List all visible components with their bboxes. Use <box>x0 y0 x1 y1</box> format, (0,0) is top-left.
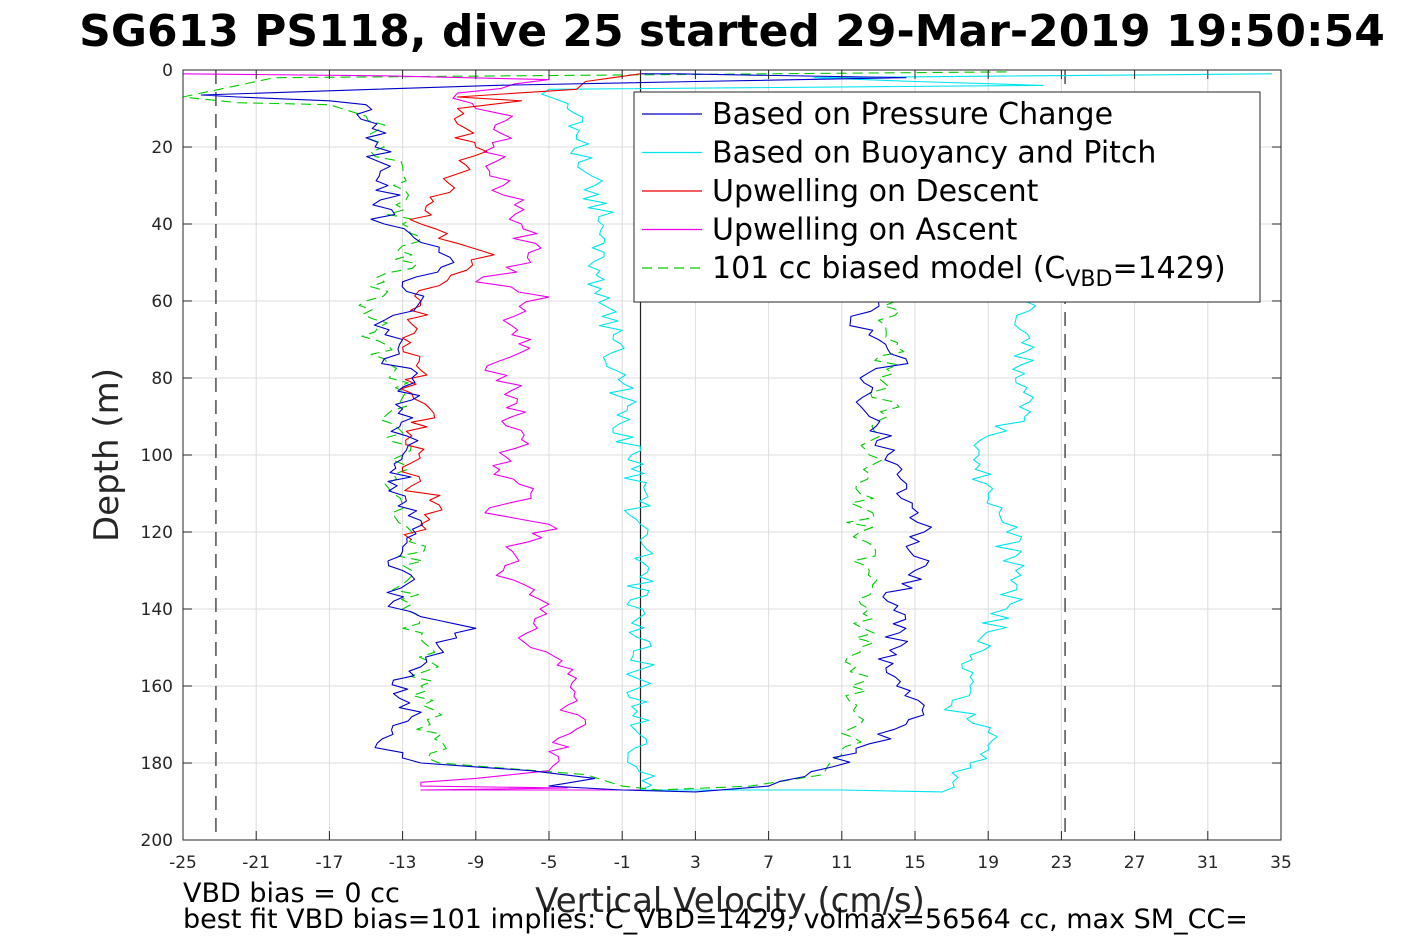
y-tick-label: 140 <box>141 600 173 620</box>
x-tick-label: -21 <box>242 853 270 873</box>
y-tick-label: 180 <box>141 754 173 774</box>
series-line-4 <box>182 73 641 791</box>
x-tick-label: -1 <box>614 853 631 873</box>
legend: Based on Pressure Change Based on Buoyanc… <box>633 91 1261 303</box>
series-line-3 <box>400 73 641 541</box>
y-tick-label: 20 <box>151 138 173 158</box>
x-tick-label: 19 <box>977 853 999 873</box>
series-line-1 <box>200 73 933 793</box>
series-line-2 <box>541 73 1272 793</box>
x-tick-label: -5 <box>541 853 558 873</box>
y-tick-label: 160 <box>141 677 173 697</box>
y-tick-label: 40 <box>151 215 173 235</box>
footnote-vbd-bias: VBD bias = 0 cc <box>183 878 400 909</box>
x-tick-label: 31 <box>1197 853 1219 873</box>
x-tick-label: 23 <box>1051 853 1073 873</box>
y-axis-ticks: 0 20 40 60 80 100 120 140 160 180 200 <box>141 61 1281 851</box>
x-tick-label: -13 <box>389 853 417 873</box>
y-axis-label: Depth (m) <box>87 368 127 542</box>
legend-label: Upwelling on Ascent <box>712 213 1018 248</box>
legend-entries: Based on Pressure Change Based on Buoyanc… <box>642 97 1226 292</box>
x-tick-label: 27 <box>1124 853 1146 873</box>
y-tick-label: 100 <box>141 446 173 466</box>
chart-title: SG613 PS118, dive 25 started 29-Mar-2019… <box>79 6 1385 57</box>
x-tick-label: -9 <box>467 853 484 873</box>
legend-label: Upwelling on Descent <box>712 174 1039 209</box>
legend-label: Based on Pressure Change <box>712 97 1113 132</box>
x-tick-label: 3 <box>690 853 701 873</box>
data-series <box>182 71 1272 793</box>
y-tick-label: 80 <box>151 369 173 389</box>
x-tick-label: 7 <box>763 853 774 873</box>
legend-label: 101 cc biased model (CVBD=1429) <box>712 251 1226 292</box>
footnote-best-fit: best fit VBD bias=101 implies: C_VBD=142… <box>183 904 1248 935</box>
x-axis-ticks: -25 -21 -17 -13 -9 -5 -1 3 7 11 15 19 23 27 31 35 <box>169 70 1292 873</box>
x-tick-label: -25 <box>169 853 197 873</box>
x-tick-label: 35 <box>1270 853 1292 873</box>
x-tick-label: 11 <box>831 853 853 873</box>
series-line-5 <box>182 71 1007 791</box>
y-tick-label: 200 <box>141 831 173 851</box>
y-tick-label: 0 <box>162 61 173 81</box>
x-tick-label: -17 <box>316 853 344 873</box>
y-tick-label: 60 <box>151 292 173 312</box>
x-axis-label: Vertical Velocity (cm/s) <box>535 881 925 921</box>
legend-box <box>633 91 1261 303</box>
legend-label: Based on Buoyancy and Pitch <box>712 136 1156 171</box>
y-tick-label: 120 <box>141 523 173 543</box>
x-tick-label: 15 <box>904 853 926 873</box>
